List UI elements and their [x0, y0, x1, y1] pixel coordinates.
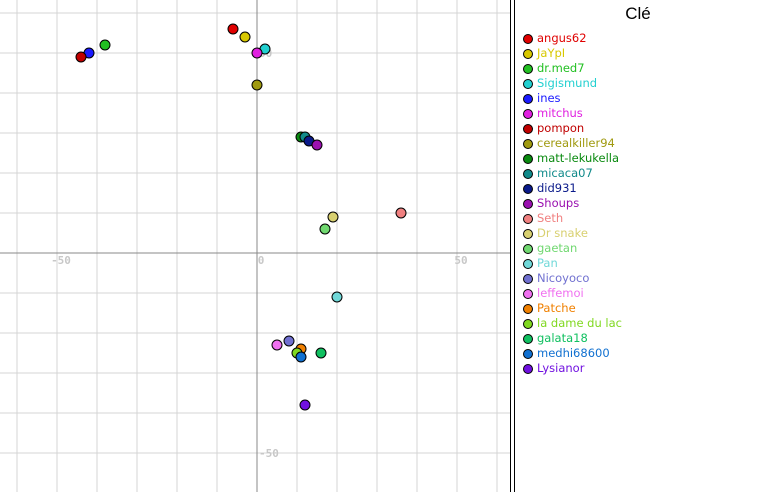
legend-item: ines: [523, 91, 622, 106]
legend-item: medhi68600: [523, 346, 622, 361]
data-point-shoups: [311, 139, 323, 151]
legend-label: angus62: [537, 31, 587, 45]
data-points: [75, 23, 407, 411]
legend-label: Seth: [537, 211, 564, 225]
legend-swatch: [523, 153, 533, 164]
legend-label: pompon: [537, 121, 585, 135]
legend-item: gaetan: [523, 241, 622, 256]
legend-label: Dr snake: [537, 226, 588, 240]
legend-panel: Clé angus62 JaYpI dr.med7 Sigismund ines mitc…: [510, 0, 765, 492]
legend-label: cerealkiller94: [537, 136, 615, 150]
legend-label: did931: [537, 181, 577, 195]
legend-label: gaetan: [537, 241, 578, 255]
legend-label: dr.med7: [537, 61, 585, 75]
scatter-plot-area: -5005050-50: [0, 0, 510, 492]
legend-item: Dr snake: [523, 226, 622, 241]
legend-swatch: [523, 198, 533, 209]
data-point-cerealkiller94: [251, 79, 263, 91]
legend-swatch: [523, 183, 533, 194]
legend-item: Patche: [523, 301, 622, 316]
legend-label: galata18: [537, 331, 588, 345]
legend-item: Nicoyoco: [523, 271, 622, 286]
legend-item: Sigismund: [523, 76, 622, 91]
legend-swatch: [523, 168, 533, 179]
data-point-gaetan: [319, 223, 331, 235]
legend-swatch: [523, 333, 533, 344]
legend-label: matt-lekukella: [537, 151, 620, 165]
data-point-nicoyoco: [283, 335, 295, 347]
legend-item: pompon: [523, 121, 622, 136]
legend-item: mitchus: [523, 106, 622, 121]
legend-swatch: [523, 78, 533, 89]
data-point-pan: [331, 291, 343, 303]
legend-swatch: [523, 48, 533, 59]
legend-label: mitchus: [537, 106, 583, 120]
legend-label: Pan: [537, 256, 558, 270]
data-point-medhi68600: [295, 351, 307, 363]
legend-swatch: [523, 63, 533, 74]
legend-label: ines: [537, 91, 561, 105]
data-point-dr-med7: [99, 39, 111, 51]
axes: [0, 0, 510, 492]
grid-lines: [0, 0, 510, 492]
legend-swatch: [523, 213, 533, 224]
data-point-mitchus: [251, 47, 263, 59]
legend-item: Shoups: [523, 196, 622, 211]
legend-swatch: [523, 363, 533, 374]
legend-item: galata18: [523, 331, 622, 346]
legend-label: Sigismund: [537, 76, 598, 90]
x-tick-label: 50: [454, 254, 467, 267]
legend-item: matt-lekukella: [523, 151, 622, 166]
legend-swatch: [523, 318, 533, 329]
legend-swatch: [523, 138, 533, 149]
data-point-angus62: [227, 23, 239, 35]
legend-item: JaYpI: [523, 46, 622, 61]
legend-item: leffemoi: [523, 286, 622, 301]
data-point-galata18: [315, 347, 327, 359]
legend-label: JaYpI: [537, 46, 566, 60]
legend-label: leffemoi: [537, 286, 584, 300]
legend-swatch: [523, 108, 533, 119]
legend-swatch: [523, 33, 533, 44]
legend-item: did931: [523, 181, 622, 196]
legend-label: micaca07: [537, 166, 593, 180]
legend-label: medhi68600: [537, 346, 610, 360]
legend-item: Lysianor: [523, 361, 622, 376]
data-point-lysianor: [299, 399, 311, 411]
legend-swatch: [523, 273, 533, 284]
legend-label: Patche: [537, 301, 576, 315]
data-point-pompon: [75, 51, 87, 63]
legend-item: la dame du lac: [523, 316, 622, 331]
legend-swatch: [523, 228, 533, 239]
legend-item: Pan: [523, 256, 622, 271]
data-point-dr-snake: [327, 211, 339, 223]
data-point-leffemoi: [271, 339, 283, 351]
x-tick-label: -50: [51, 254, 71, 267]
x-tick-label: 0: [258, 254, 265, 267]
legend-label: la dame du lac: [537, 316, 622, 330]
legend-item: dr.med7: [523, 61, 622, 76]
data-point-jaypi: [239, 31, 251, 43]
y-tick-label: -50: [259, 447, 279, 460]
legend-item: cerealkiller94: [523, 136, 622, 151]
scatter-chart: -5005050-50: [0, 0, 510, 492]
legend-label: Lysianor: [537, 361, 585, 375]
legend-item: angus62: [523, 31, 622, 46]
legend-title: Clé: [625, 4, 651, 23]
legend-swatch: [523, 288, 533, 299]
legend-list: angus62 JaYpI dr.med7 Sigismund ines mitchus p…: [523, 31, 622, 376]
legend-label: Nicoyoco: [537, 271, 590, 285]
data-point-seth: [395, 207, 407, 219]
legend-swatch: [523, 348, 533, 359]
legend-item: Seth: [523, 211, 622, 226]
legend-item: micaca07: [523, 166, 622, 181]
legend-swatch: [523, 303, 533, 314]
legend-swatch: [523, 258, 533, 269]
legend-label: Shoups: [537, 196, 580, 210]
legend-swatch: [523, 123, 533, 134]
legend-swatch: [523, 93, 533, 104]
legend-swatch: [523, 243, 533, 254]
